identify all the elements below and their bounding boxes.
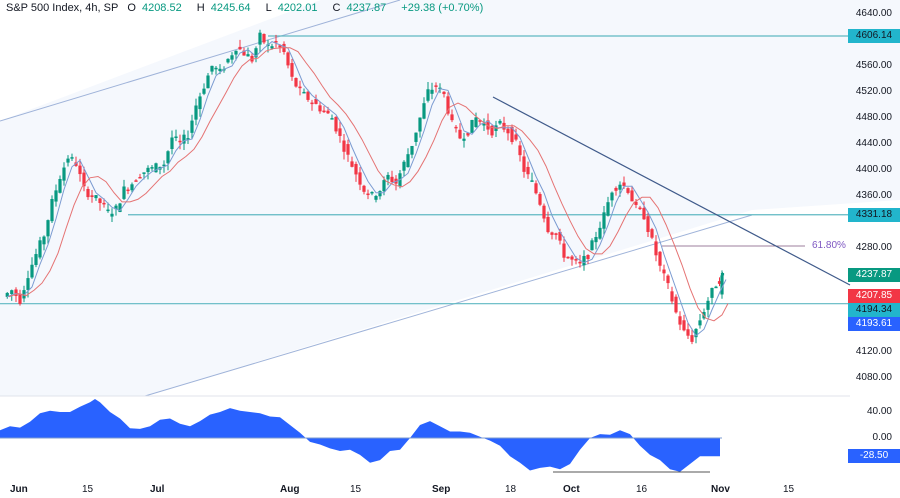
- open-value: O 4208.52: [127, 2, 182, 14]
- time-axis-label: 18: [505, 484, 517, 495]
- channel-lower-line[interactable]: [144, 214, 753, 397]
- price-tag: 4193.61: [848, 317, 900, 331]
- price-axis-label: 4080.00: [855, 372, 892, 383]
- close-value: C 4237.87: [332, 2, 387, 14]
- channel-fill: [0, 0, 900, 396]
- indicator-area[interactable]: [0, 399, 720, 472]
- ma-slow-line[interactable]: [8, 47, 729, 322]
- indicator-axis-label: 40.00: [866, 406, 892, 417]
- time-axis-label: 15: [783, 484, 795, 495]
- ma-fast-line[interactable]: [6, 41, 727, 337]
- time-axis-label: Jul: [150, 484, 165, 495]
- price-tag: 4194.34: [848, 303, 900, 317]
- price-axis-label: 4120.00: [855, 346, 892, 357]
- low-value: L 4202.01: [265, 2, 318, 14]
- price-tag: 4237.87: [848, 268, 900, 282]
- time-axis-label: Jun: [10, 484, 28, 495]
- indicator-value-tag: -28.50: [848, 449, 900, 463]
- time-axis-label: Oct: [563, 484, 580, 495]
- price-axis-label: 4520.00: [855, 86, 892, 97]
- time-axis-label: Aug: [280, 484, 300, 495]
- price-tag: 4331.18: [848, 207, 900, 222]
- price-tag: 4606.14: [848, 29, 900, 43]
- price-axis-label: 4480.00: [855, 112, 892, 123]
- indicator-axis-label: 0.00: [872, 432, 892, 443]
- high-value: H 4245.64: [196, 2, 251, 14]
- candles: [5, 29, 725, 345]
- symbol-label: S&P 500 Index, 4h, SP: [6, 2, 119, 14]
- time-axis-label: 15: [82, 484, 94, 495]
- downtrend-line[interactable]: [492, 96, 851, 286]
- fib-level-label: 61.80%: [812, 240, 846, 251]
- channel-upper-line[interactable]: [0, 0, 401, 122]
- change-value: +29.38 (+0.70%): [401, 2, 484, 14]
- price-axis-label: 4400.00: [855, 164, 892, 175]
- time-axis-label: Sep: [432, 484, 451, 495]
- price-tag: 4207.85: [848, 289, 900, 303]
- price-axis-label: 4640.00: [855, 8, 892, 19]
- price-axis-label: 4360.00: [855, 190, 892, 201]
- time-axis-label: Nov: [711, 484, 730, 495]
- time-axis-label: 15: [350, 484, 362, 495]
- time-axis-label: 16: [636, 484, 648, 495]
- price-axis-label: 4440.00: [855, 138, 892, 149]
- chart-header: S&P 500 Index, 4h, SP O 4208.52 H 4245.64 …: [6, 2, 489, 14]
- price-axis-label: 4280.00: [855, 242, 892, 253]
- price-axis-label: 4560.00: [855, 60, 892, 71]
